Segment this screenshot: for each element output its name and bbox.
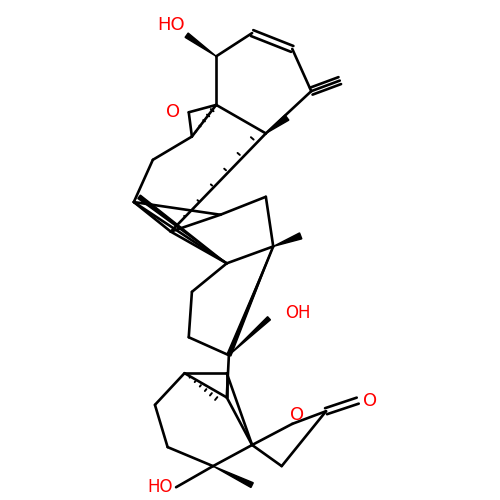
Text: HO: HO <box>148 478 173 496</box>
Polygon shape <box>227 246 273 356</box>
Text: O: O <box>290 406 304 424</box>
Polygon shape <box>273 233 302 246</box>
Polygon shape <box>185 33 216 56</box>
Text: O: O <box>166 104 180 122</box>
Polygon shape <box>266 115 289 134</box>
Text: HO: HO <box>157 16 184 34</box>
Polygon shape <box>213 466 254 487</box>
Text: OH: OH <box>285 304 310 322</box>
Polygon shape <box>138 195 227 264</box>
Text: O: O <box>364 392 378 409</box>
Polygon shape <box>229 316 270 355</box>
